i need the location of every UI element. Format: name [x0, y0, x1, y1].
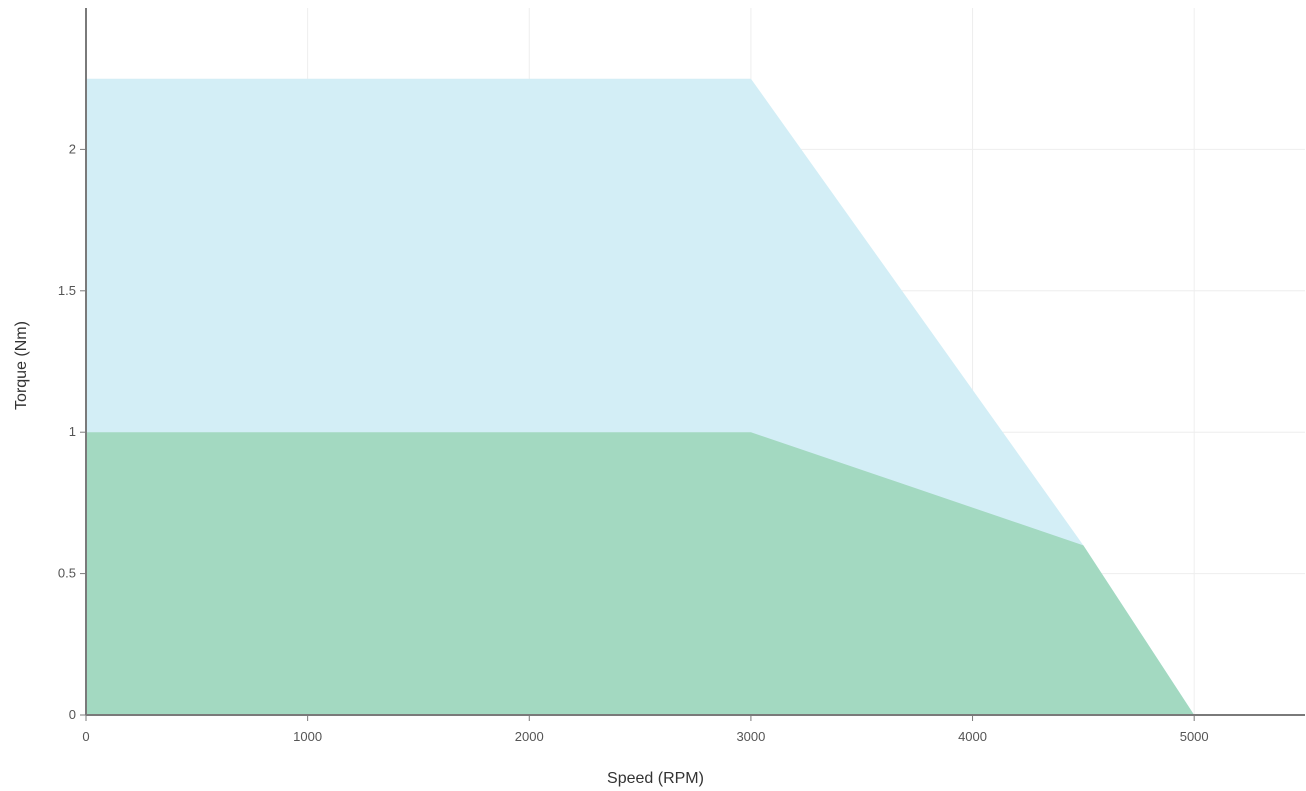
y-tick-label: 1 [69, 424, 76, 439]
y-tick-label: 1.5 [58, 283, 76, 298]
area-series-2 [86, 432, 1195, 715]
y-axis-title: Torque (Nm) [13, 321, 30, 410]
x-axis-title: Speed (RPM) [607, 770, 704, 787]
y-tick-label: 2 [69, 141, 76, 156]
x-tick-label: 4000 [958, 729, 987, 744]
x-tick-label: 5000 [1180, 729, 1209, 744]
x-tick-label: 2000 [515, 729, 544, 744]
x-tick-label: 3000 [736, 729, 765, 744]
y-tick-label: 0 [69, 707, 76, 722]
x-tick-label: 0 [82, 729, 89, 744]
axis-ticks: 0 1000 2000 3000 4000 5000 0 0.5 1 1.5 2 [58, 141, 1209, 744]
y-tick-label: 0.5 [58, 566, 76, 581]
axes [85, 8, 1305, 716]
x-tick-label: 1000 [293, 729, 322, 744]
chart-areas [86, 78, 1195, 715]
